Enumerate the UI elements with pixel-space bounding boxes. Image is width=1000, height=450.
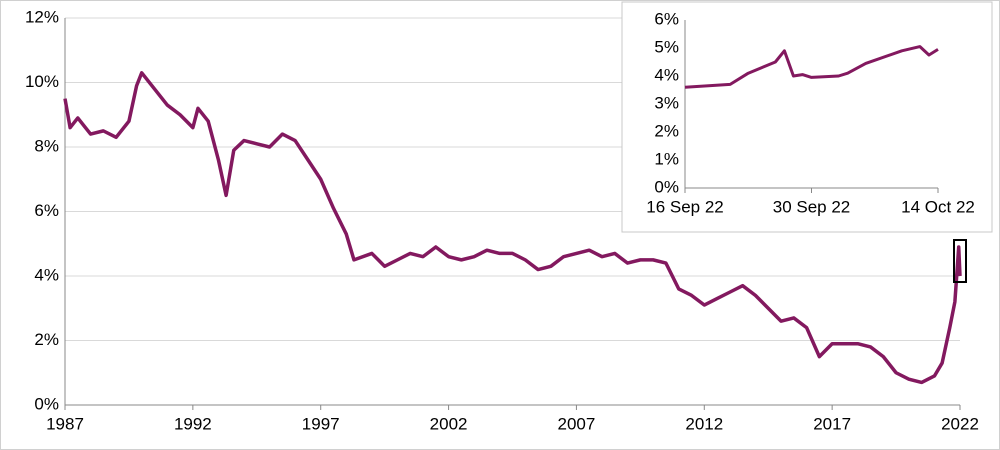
data-line (684, 45, 939, 89)
x-tick-label: 2002 (430, 414, 468, 433)
y-tick-label: 6% (654, 9, 679, 28)
main-chart: 0% 2% 4% 6% 8% 10% 12% 1987 1992 1997 2002 2007 2012… (25, 7, 979, 433)
x-tick-label: 2007 (558, 414, 596, 433)
y-tick-label: 1% (654, 149, 679, 168)
data-line (63, 71, 962, 385)
y-tick-label: 2% (654, 121, 679, 140)
y-tick-label: 5% (654, 37, 679, 56)
y-tick-label: 10% (25, 72, 59, 91)
x-tick-label: 1992 (174, 414, 212, 433)
x-tick-label: 1987 (46, 414, 84, 433)
x-tick-label: 2012 (685, 414, 723, 433)
x-tick-label: 30 Sep 22 (773, 197, 851, 216)
inset-frame (621, 1, 993, 233)
y-tick-label: 4% (654, 65, 679, 84)
highlight-box (953, 239, 967, 283)
y-tick-label: 4% (34, 265, 59, 284)
y-tick-label: 12% (25, 7, 59, 26)
y-tick-label: 0% (654, 177, 679, 196)
y-tick-label: 0% (34, 394, 59, 413)
x-tick-label: 16 Sep 22 (646, 197, 724, 216)
x-tick-label: 14 Oct 22 (901, 197, 975, 216)
y-tick-label: 2% (34, 330, 59, 349)
y-tick-label: 3% (654, 93, 679, 112)
x-tick-label: 1997 (302, 414, 340, 433)
x-tick-label: 2022 (941, 414, 979, 433)
inset-chart: 0% 1% 2% 3% 4% 5% 6% 16 Sep 22 30 Sep 22 14 Oct 2… (646, 9, 975, 216)
x-tick-label: 2017 (813, 414, 851, 433)
y-tick-label: 6% (34, 201, 59, 220)
y-tick-label: 8% (34, 136, 59, 155)
